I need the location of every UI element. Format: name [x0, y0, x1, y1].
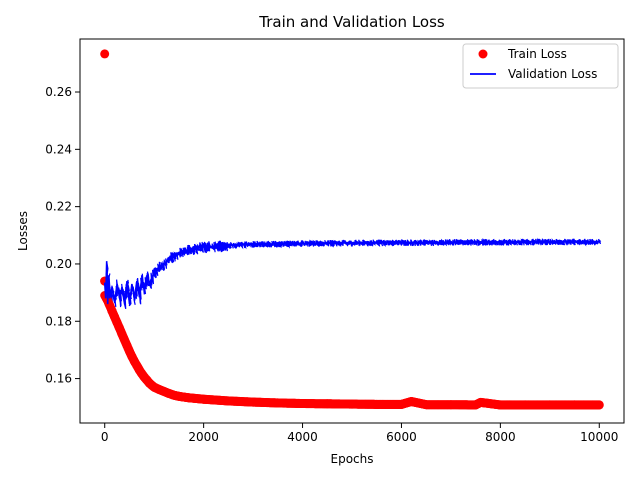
legend-box: [462, 43, 619, 89]
y-tick-label: 0.18: [45, 314, 72, 328]
train-loss-point: [248, 397, 258, 407]
train-loss-point: [520, 400, 530, 410]
train-loss-point: [223, 396, 233, 406]
train-loss-point: [421, 400, 431, 410]
legend: Train Loss Validation Loss: [462, 43, 619, 89]
validation-loss-path: [103, 240, 600, 305]
chart-title: Train and Validation Loss: [258, 13, 445, 31]
x-tick-label: 6000: [386, 430, 417, 444]
train-loss-point: [199, 394, 209, 404]
validation-loss-line: [103, 240, 600, 305]
plot-background: [80, 39, 624, 423]
x-tick-label: 8000: [485, 430, 516, 444]
x-tick-label: 0: [101, 430, 109, 444]
y-tick-label: 0.20: [45, 257, 72, 271]
y-axis-label: Losses: [16, 211, 30, 251]
x-axis: 0 2000 4000 6000 8000 10000: [101, 423, 618, 444]
y-tick-label: 0.24: [45, 142, 72, 156]
y-tick-label: 0.26: [45, 85, 72, 99]
train-loss-points: [100, 49, 604, 410]
plot-frame: [79, 38, 625, 424]
train-loss-point: [347, 399, 357, 409]
x-tick-label: 2000: [188, 430, 219, 444]
train-loss-point: [100, 49, 110, 59]
legend-train-marker: [478, 49, 488, 59]
train-loss-point: [184, 393, 194, 403]
x-tick-label: 4000: [287, 430, 318, 444]
train-loss-point: [298, 399, 307, 408]
train-loss-point: [372, 399, 382, 409]
train-loss-point: [570, 400, 579, 410]
train-loss-point: [476, 397, 486, 407]
train-loss-point: [594, 400, 604, 410]
y-tick-label: 0.16: [45, 372, 72, 386]
train-loss-point: [174, 391, 184, 401]
train-loss-point: [446, 400, 456, 410]
train-loss-point: [406, 397, 416, 406]
legend-train-label: Train Loss: [507, 47, 567, 61]
train-loss-point: [273, 398, 283, 408]
y-axis: 0.16 0.18 0.20 0.22 0.24 0.26: [45, 85, 80, 386]
train-loss-point: [495, 400, 505, 410]
y-tick-label: 0.22: [45, 200, 72, 214]
train-loss-point: [545, 400, 555, 410]
x-tick-label: 10000: [580, 430, 618, 444]
train-loss-point: [322, 399, 332, 409]
train-loss-point: [397, 399, 406, 409]
x-axis-label: Epochs: [331, 452, 374, 466]
legend-validation-label: Validation Loss: [508, 67, 597, 81]
